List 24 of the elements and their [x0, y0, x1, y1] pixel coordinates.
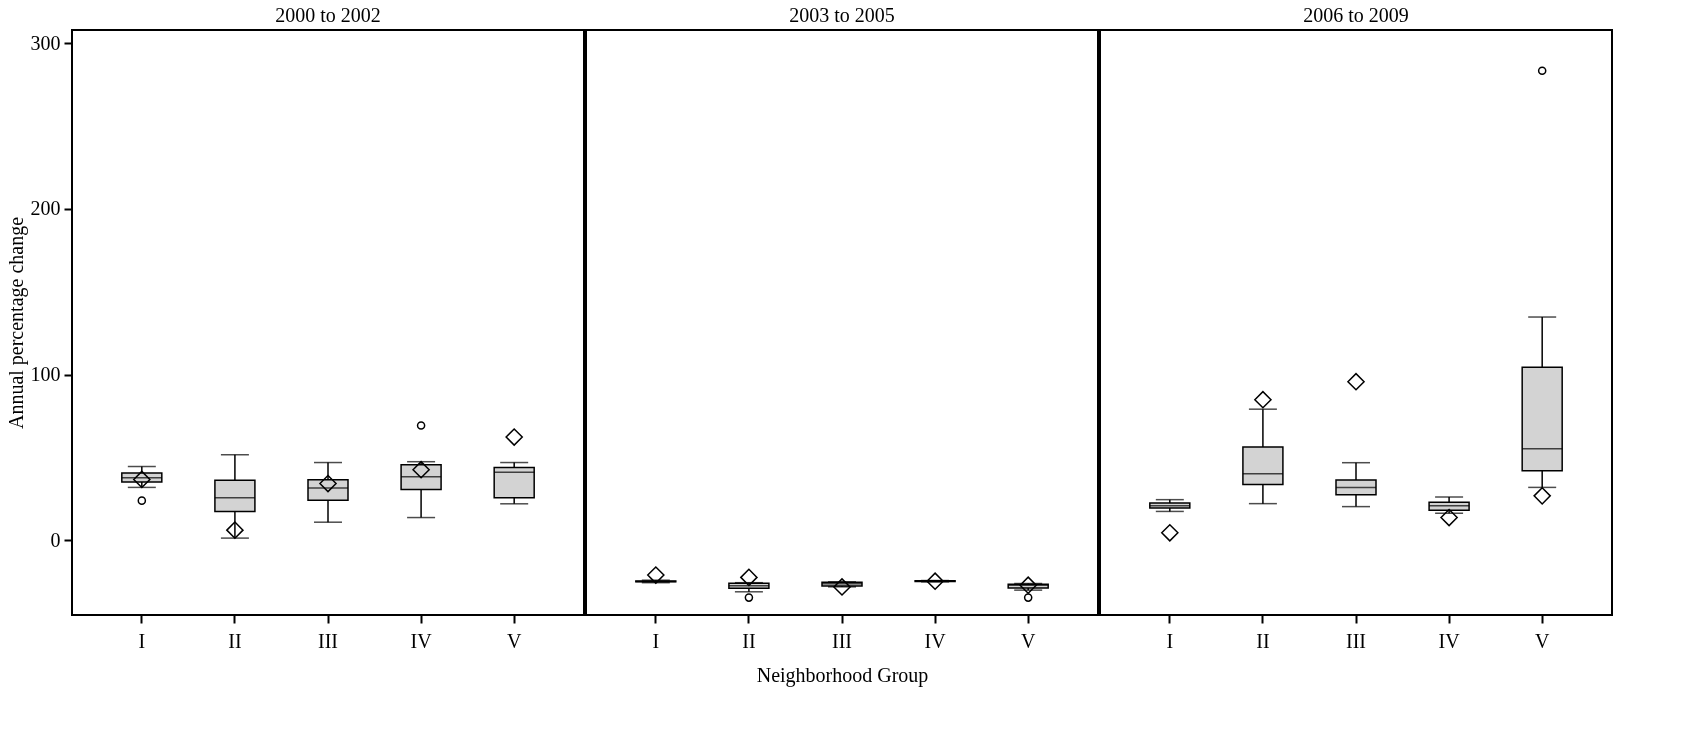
- x-tick-label: II: [1256, 629, 1270, 652]
- x-tick-label: II: [228, 629, 242, 652]
- chart-title: 2006 to 2009: [1303, 4, 1409, 26]
- x-tick-label: V: [1020, 629, 1036, 652]
- y-tick-label: 100: [30, 363, 61, 386]
- x-tick-label: III: [832, 629, 852, 652]
- y-tick-label: 0: [50, 528, 61, 551]
- x-tick-label: I: [1166, 629, 1174, 652]
- x-tick-label: I: [652, 629, 660, 652]
- chart-title: 2000 to 2002: [275, 4, 381, 26]
- x-tick-label: II: [742, 629, 756, 652]
- x-tick-label: I: [138, 629, 146, 652]
- x-axis-title: Neighborhood Group: [756, 663, 929, 687]
- chart-title: 2003 to 2005: [789, 4, 895, 26]
- y-tick-label: 200: [30, 197, 61, 220]
- x-tick-label: V: [1534, 629, 1550, 652]
- x-tick-label: IV: [410, 629, 433, 652]
- x-tick-label: III: [1346, 629, 1366, 652]
- x-tick-label: IV: [1438, 629, 1461, 652]
- x-tick-label: V: [506, 629, 522, 652]
- y-tick-label: 300: [30, 31, 61, 54]
- x-tick-label: III: [318, 629, 338, 652]
- y-axis-title: Annual percentage change: [4, 216, 28, 430]
- x-tick-label: IV: [924, 629, 947, 652]
